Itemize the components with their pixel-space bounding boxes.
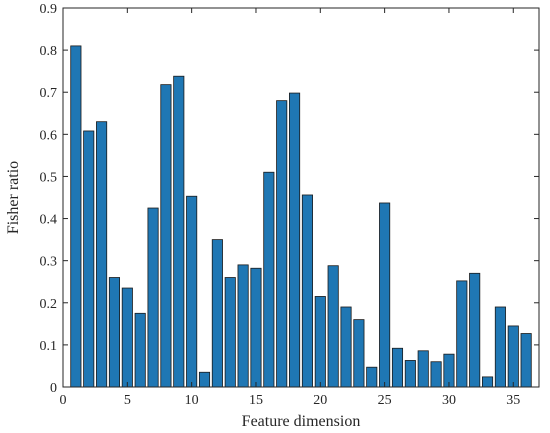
x-axis-ticks: 0 5 10 15 20 25 30 35 <box>60 8 520 408</box>
bar-6 <box>134 312 146 388</box>
bar-10 <box>186 195 198 388</box>
y-tick-label: 0.9 <box>40 2 58 17</box>
bar-8 <box>160 84 172 388</box>
bar-27 <box>404 360 416 388</box>
y-tick-label: 0.2 <box>40 297 58 312</box>
y-axis-label: Fisher ratio <box>5 161 22 234</box>
bar-4 <box>108 277 121 388</box>
bar-17 <box>276 100 288 388</box>
y-tick-label: 0.1 <box>40 339 58 354</box>
bar-31 <box>456 280 468 388</box>
bar-35 <box>507 325 519 388</box>
bar-19 <box>301 194 313 388</box>
y-tick-label: 0.7 <box>40 86 58 101</box>
y-tick-label: 0 <box>50 381 57 396</box>
bar-15 <box>250 267 262 388</box>
bar-28 <box>417 350 429 388</box>
x-tick-label: 20 <box>313 393 327 408</box>
bar-13 <box>224 277 236 388</box>
y-tick-label: 0.4 <box>40 213 58 228</box>
bar-16 <box>263 171 275 388</box>
x-tick-label: 30 <box>442 393 456 408</box>
bar-33 <box>481 376 494 388</box>
bars-group <box>70 45 532 388</box>
x-tick-label: 10 <box>185 393 199 408</box>
x-tick-label: 25 <box>378 393 392 408</box>
bar-26 <box>391 347 404 388</box>
bar-18 <box>289 92 301 388</box>
bar-34 <box>494 306 506 388</box>
x-tick-label: 15 <box>249 393 263 408</box>
bar-14 <box>237 264 249 388</box>
bar-5 <box>121 287 133 388</box>
plot-frame <box>62 7 540 388</box>
y-tick-label: 0.3 <box>40 255 58 270</box>
bar-23 <box>353 319 365 388</box>
bar-3 <box>96 121 108 388</box>
x-tick-label: 5 <box>124 393 131 408</box>
x-tick-label: 0 <box>60 393 67 408</box>
x-tick-label: 35 <box>506 393 520 408</box>
bar-2 <box>83 130 95 388</box>
y-axis-ticks: 0 0.1 0.2 0.3 0.4 0.5 0.6 0.7 0.8 0.9 <box>40 2 539 396</box>
bar-22 <box>340 306 352 388</box>
y-tick-label: 0.6 <box>40 128 58 143</box>
bar-7 <box>147 207 159 388</box>
y-tick-label: 0.5 <box>40 170 58 185</box>
bar-9 <box>173 75 185 388</box>
bar-11 <box>198 371 211 388</box>
bar-32 <box>469 272 481 388</box>
bar-12 <box>211 239 223 388</box>
bar-1 <box>70 45 82 388</box>
bar-21 <box>327 265 339 388</box>
x-axis-label: Feature dimension <box>242 413 361 430</box>
y-tick-label: 0.8 <box>40 44 58 59</box>
bar-25 <box>379 202 391 388</box>
bar-36 <box>520 333 532 388</box>
bar-29 <box>430 361 442 388</box>
bar-24 <box>366 366 378 388</box>
bar-20 <box>314 296 326 388</box>
